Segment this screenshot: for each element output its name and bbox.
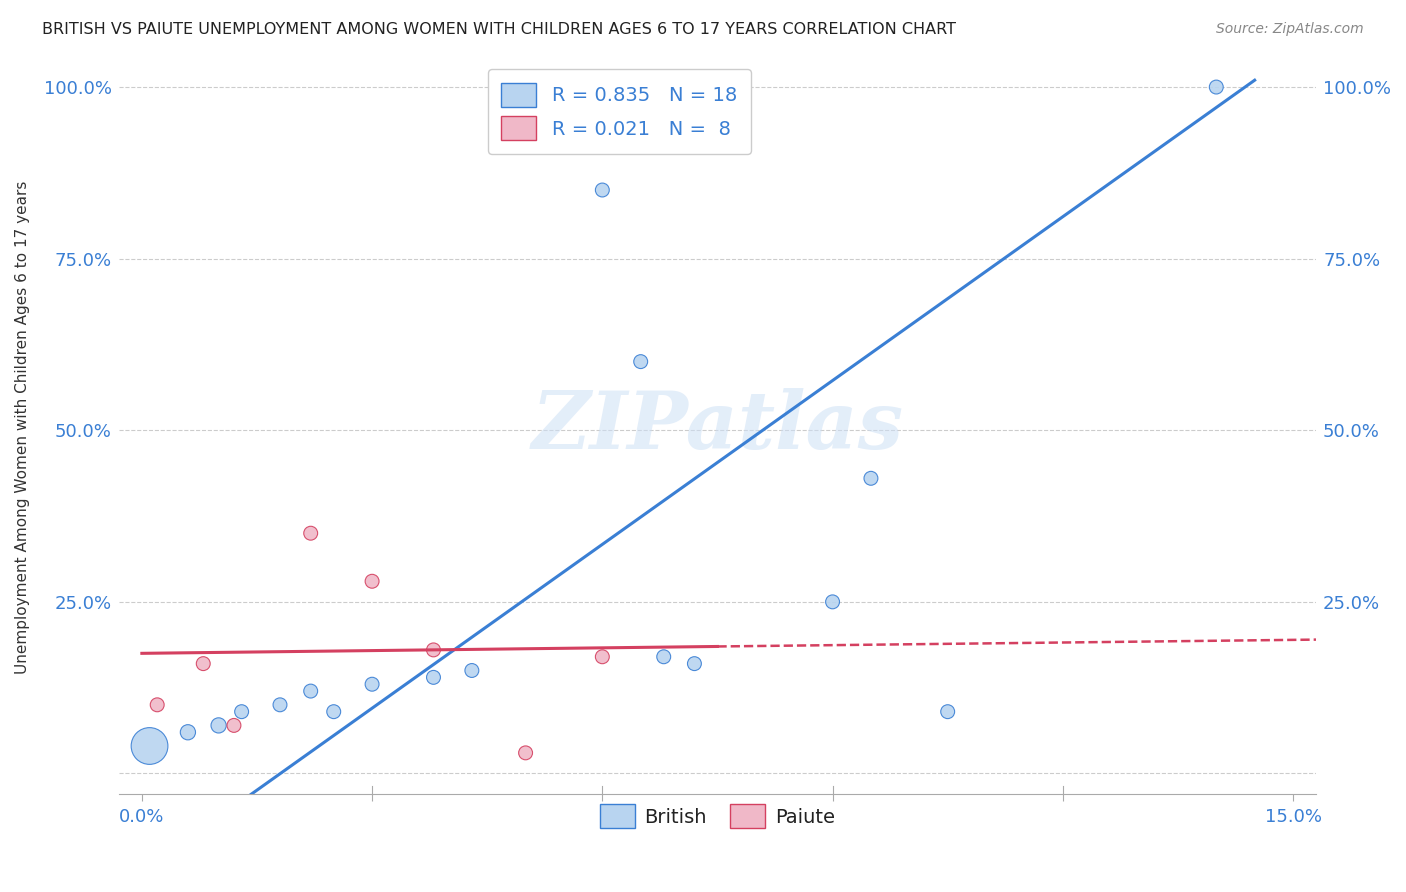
Point (146, 698, 169, 712)
Point (1205, 80, 1227, 95)
Text: ZIPatlas: ZIPatlas (531, 388, 904, 466)
Point (652, 649, 675, 664)
Point (422, 670, 444, 684)
Text: Source: ZipAtlas.com: Source: ZipAtlas.com (1216, 22, 1364, 37)
Point (299, 526, 322, 541)
Point (859, 471, 882, 485)
Point (936, 705, 959, 719)
Point (299, 684, 322, 698)
Point (361, 677, 384, 691)
Point (269, 698, 291, 712)
Y-axis label: Unemployment Among Women with Children Ages 6 to 17 years: Unemployment Among Women with Children A… (15, 180, 30, 673)
Point (683, 657, 706, 671)
Point (361, 574, 384, 589)
Point (193, 657, 215, 671)
Text: BRITISH VS PAIUTE UNEMPLOYMENT AMONG WOMEN WITH CHILDREN AGES 6 TO 17 YEARS CORR: BRITISH VS PAIUTE UNEMPLOYMENT AMONG WOM… (42, 22, 956, 37)
Point (821, 595, 844, 609)
Point (630, 354, 652, 368)
Legend: British, Paiute: British, Paiute (592, 797, 842, 836)
Point (461, 664, 484, 678)
Point (591, 183, 613, 197)
Point (177, 725, 200, 739)
Point (231, 705, 253, 719)
Point (222, 718, 245, 732)
Point (138, 739, 160, 753)
Point (322, 705, 344, 719)
Point (422, 643, 444, 657)
Point (591, 649, 613, 664)
Point (515, 746, 537, 760)
Point (207, 718, 229, 732)
